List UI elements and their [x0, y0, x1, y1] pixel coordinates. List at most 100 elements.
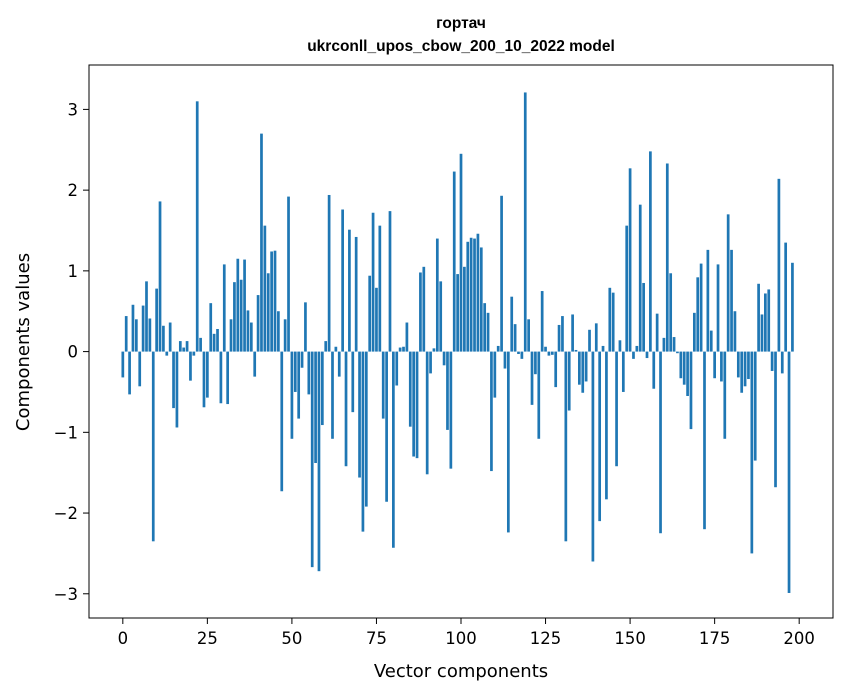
y-axis-label: Components values: [13, 253, 34, 431]
bar-7: [145, 281, 148, 352]
bar-10: [155, 288, 158, 352]
bar-163: [672, 337, 676, 352]
bar-94: [439, 281, 443, 352]
bar-148: [621, 351, 625, 392]
bar-52: [297, 351, 301, 419]
bar-90: [425, 351, 429, 475]
bar-43: [266, 273, 270, 352]
x-tick-label: 150: [614, 629, 646, 648]
bar-138: [588, 329, 591, 352]
bar-25: [206, 351, 209, 398]
bar-88: [419, 272, 422, 352]
bar-87: [415, 351, 419, 459]
bar-59: [320, 351, 324, 426]
bar-3: [131, 304, 135, 352]
bar-166: [682, 351, 686, 385]
bar-177: [720, 351, 723, 382]
bar-154: [642, 282, 645, 352]
x-tick-label: 75: [366, 629, 387, 648]
bar-169: [692, 312, 696, 352]
bar-115: [510, 296, 514, 352]
y-tick-label: 2: [68, 181, 79, 200]
x-tick-label: 25: [197, 629, 218, 648]
bar-54: [304, 302, 307, 352]
bar-150: [628, 168, 632, 352]
bar-80: [392, 351, 395, 548]
bar-55: [307, 351, 311, 395]
bar-142: [601, 345, 605, 352]
bar-117: [517, 351, 520, 355]
bar-63: [334, 346, 338, 352]
bar-170: [696, 277, 700, 352]
bar-191: [767, 289, 771, 352]
bar-4: [134, 319, 138, 352]
bar-64: [337, 351, 341, 377]
bar-66: [344, 351, 348, 467]
bar-189: [760, 314, 764, 352]
bar-50: [290, 351, 294, 439]
bar-29: [219, 351, 223, 404]
bar-112: [500, 195, 503, 352]
bar-46: [277, 311, 280, 352]
bar-195: [780, 351, 784, 374]
bar-103: [469, 237, 473, 352]
x-tick-label: 0: [118, 629, 129, 648]
bar-16: [175, 351, 179, 428]
bar-96: [446, 351, 449, 430]
bar-35: [239, 279, 243, 352]
y-tick-label: −2: [54, 504, 78, 523]
bar-126: [547, 351, 551, 356]
bar-139: [591, 351, 595, 562]
bar-185: [747, 351, 750, 380]
x-axis-ticks: 0 25 50 75 100 125 150 175 200: [118, 618, 815, 648]
bar-20: [189, 351, 192, 381]
bar-100: [459, 153, 463, 352]
bar-97: [449, 351, 453, 469]
bar-93: [435, 238, 439, 352]
plot-frame: [88, 64, 834, 619]
bar-107: [483, 303, 487, 352]
bar-31: [226, 351, 230, 405]
bar-44: [270, 251, 273, 352]
bar-134: [574, 349, 578, 352]
bar-18: [182, 347, 186, 352]
bar-132: [567, 351, 571, 411]
x-tick-label: 200: [783, 629, 815, 648]
bar-171: [699, 263, 703, 352]
bar-56: [310, 351, 314, 568]
bar-194: [777, 178, 781, 352]
bar-120: [527, 319, 530, 352]
bar-99: [456, 274, 459, 352]
bar-182: [736, 351, 740, 378]
bar-179: [726, 214, 730, 352]
bar-130: [561, 316, 564, 352]
bar-183: [740, 351, 744, 393]
bar-110: [493, 351, 497, 398]
bar-188: [757, 283, 760, 352]
bar-82: [398, 347, 402, 352]
bar-129: [557, 324, 561, 352]
bar-47: [280, 351, 284, 492]
y-axis-ticks: −3 −2 −1 0 1 2 3: [54, 100, 89, 604]
bar-65: [341, 209, 344, 352]
bar-13: [165, 351, 169, 356]
bar-131: [564, 351, 568, 542]
bar-151: [632, 351, 635, 359]
bar-164: [676, 351, 679, 354]
bar-0: [121, 351, 125, 378]
bar-140: [594, 323, 598, 352]
bar-21: [192, 351, 196, 356]
bar-157: [652, 351, 656, 389]
bar-113: [503, 351, 507, 369]
bar-119: [523, 92, 527, 352]
bar-92: [432, 348, 436, 352]
bar-190: [764, 293, 767, 352]
bar-23: [199, 337, 202, 352]
bar-71: [361, 351, 365, 532]
bar-102: [466, 241, 470, 352]
bar-2: [128, 351, 131, 395]
bar-159: [659, 351, 662, 534]
x-tick-label: 125: [530, 629, 562, 648]
bar-111: [496, 345, 500, 352]
x-tick-label: 50: [281, 629, 302, 648]
